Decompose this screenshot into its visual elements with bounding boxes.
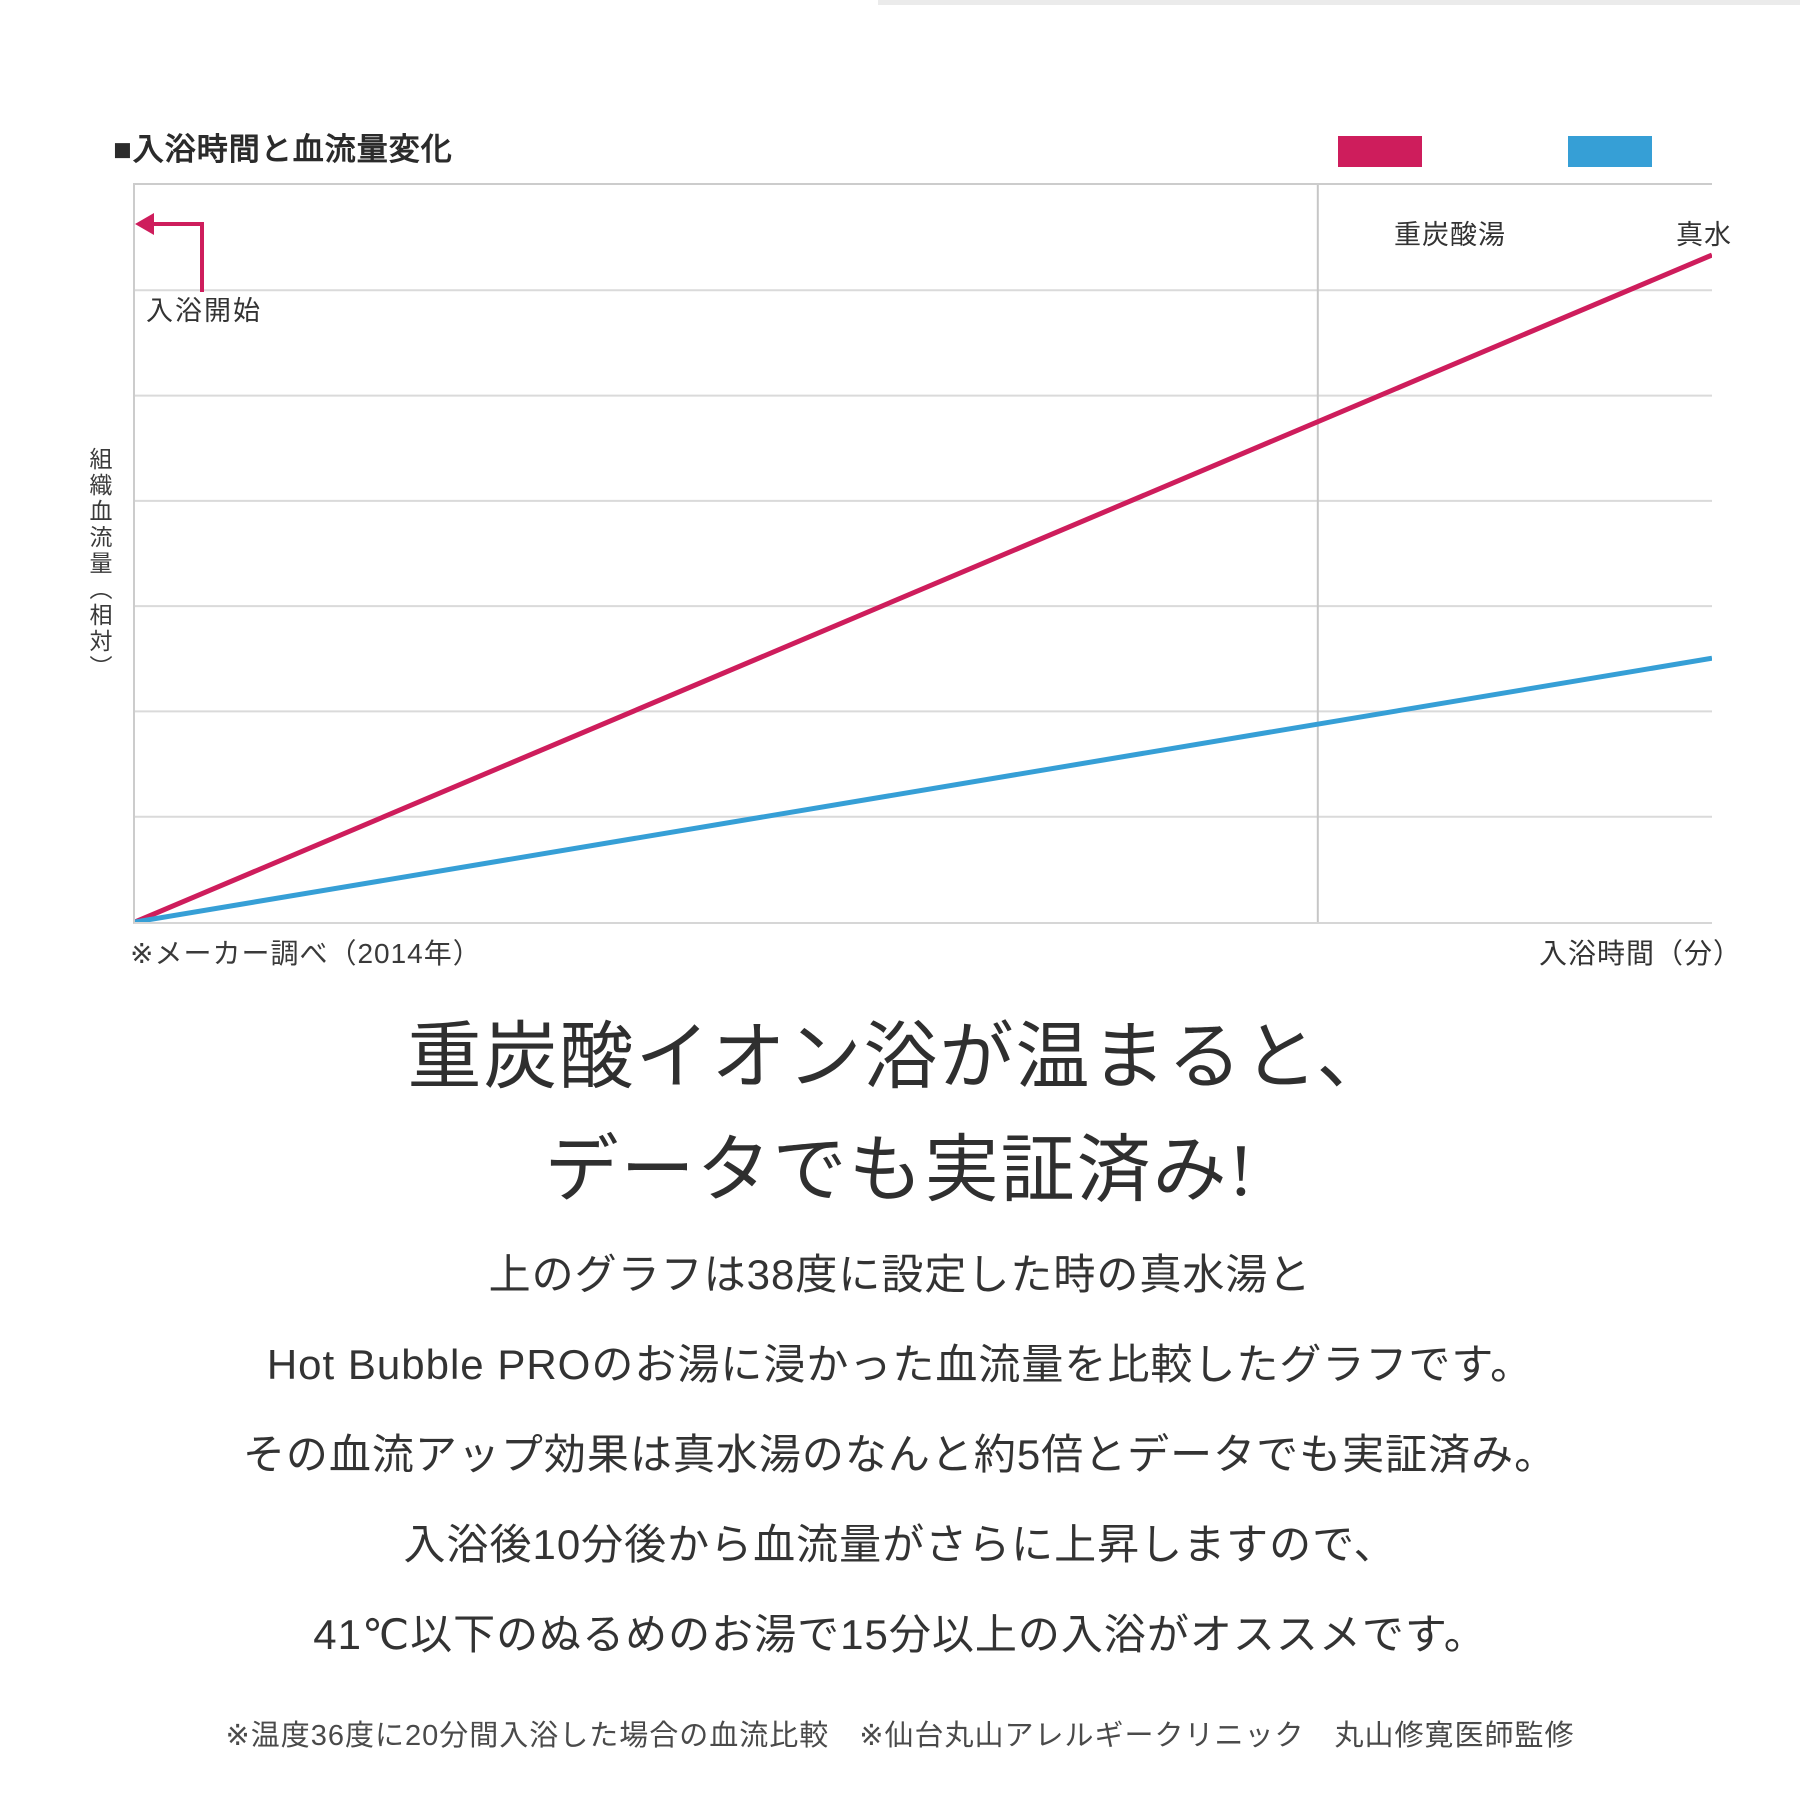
body-line: その血流アップ効果は真水湯のなんと約5倍とデータでも実証済み。 xyxy=(242,1431,1558,1478)
main-heading: 重炭酸イオン浴が温まると、 データでも実証済み! xyxy=(0,1002,1800,1228)
legend-swatch-bicarbonate xyxy=(1338,136,1422,167)
body-line: 上のグラフは38度に設定した時の真水湯と xyxy=(488,1251,1312,1298)
gridlines xyxy=(135,185,1712,922)
body-line: 41℃以下のぬるめのお湯で15分以上の入浴がオススメです。 xyxy=(313,1611,1487,1658)
heading-line-1: 重炭酸イオン浴が温まると、 xyxy=(407,1017,1393,1099)
body-line: 入浴後10分後から血流量がさらに上昇しますので、 xyxy=(403,1521,1397,1568)
heading-line-2: データでも実証済み! xyxy=(544,1130,1256,1212)
bath-start-label: 入浴開始 xyxy=(146,296,262,326)
photo-edge-artifact xyxy=(878,0,1800,5)
x-axis-label: 入浴時間（分） xyxy=(1538,938,1742,969)
body-line: Hot Bubble PROのお湯に浸かった血流量を比較したグラフです。 xyxy=(266,1341,1534,1388)
source-note: ※メーカー調べ（2014年） xyxy=(130,938,482,969)
plot-area xyxy=(133,183,1712,924)
chart-title: ■入浴時間と血流量変化 xyxy=(113,132,453,167)
y-axis-label: 組織血流量（相対） xyxy=(86,447,112,681)
footnote: ※温度36度に20分間入浴した場合の血流比較 ※仙台丸山アレルギークリニック 丸… xyxy=(225,1720,1575,1752)
bath-start-arrow-icon xyxy=(135,213,204,292)
legend-label-freshwater: 真水 xyxy=(1676,220,1732,250)
body-text: 上のグラフは38度に設定した時の真水湯と Hot Bubble PROのお湯に浸… xyxy=(0,1230,1800,1680)
line-chart xyxy=(135,185,1712,922)
legend-label-bicarbonate: 重炭酸湯 xyxy=(1394,220,1506,250)
legend-swatch-freshwater xyxy=(1568,136,1652,167)
data-series xyxy=(135,252,1712,922)
